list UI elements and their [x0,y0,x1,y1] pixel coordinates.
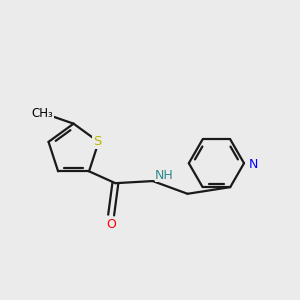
Text: N: N [249,158,258,171]
Text: CH₃: CH₃ [31,107,53,120]
Text: S: S [93,135,101,148]
Text: NH: NH [155,169,174,182]
Text: O: O [106,218,116,231]
